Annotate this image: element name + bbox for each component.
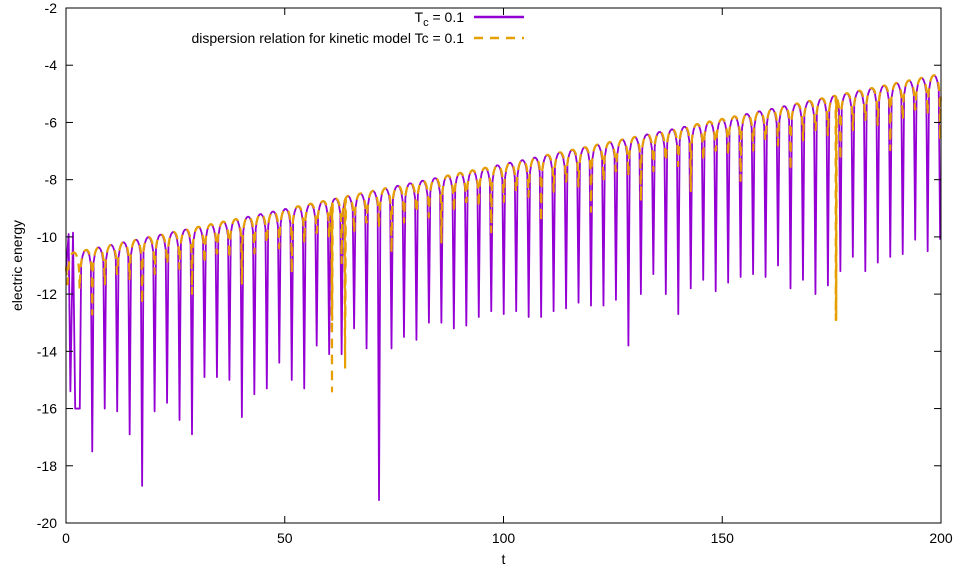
y-tick-label: -6 [45,114,58,130]
series-layer [64,74,942,502]
x-tick-label: 100 [492,530,516,546]
x-tick-label: 200 [929,530,953,546]
x-tick-label: 0 [62,530,70,546]
legend-label-dispersion: dispersion relation for kinetic model Tc… [192,30,465,46]
legend-label-tc: Tc = 0.1 [415,9,465,29]
y-tick-label: -14 [37,343,57,359]
series-line-tc [65,74,942,502]
y-tick-label: -8 [45,172,58,188]
x-tick-label: 50 [277,530,293,546]
legend-label-tc-main: T [415,9,424,25]
legend-label-tc-sub: c [423,17,429,29]
legend-label-tc-suffix: = 0.1 [429,9,465,25]
y-tick-label: -18 [37,458,57,474]
x-axis-label: t [502,551,506,567]
ticks-layer: 0 50 100 150 200 -20 -18 -16 -14 -12 -10 -8 -6 -4 -2 [37,0,953,546]
y-tick-label: -12 [37,286,57,302]
y-axis-label: electric energy [9,220,25,311]
y-tick-label: -4 [45,57,58,73]
series-line-dispersion [64,74,942,393]
y-tick-label: -2 [45,0,58,16]
legend: Tc = 0.1 dispersion relation for kinetic… [192,9,524,46]
y-tick-label: -20 [37,515,57,531]
x-tick-label: 150 [711,530,735,546]
y-tick-label: -10 [37,229,57,245]
y-tick-label: -16 [37,401,57,417]
